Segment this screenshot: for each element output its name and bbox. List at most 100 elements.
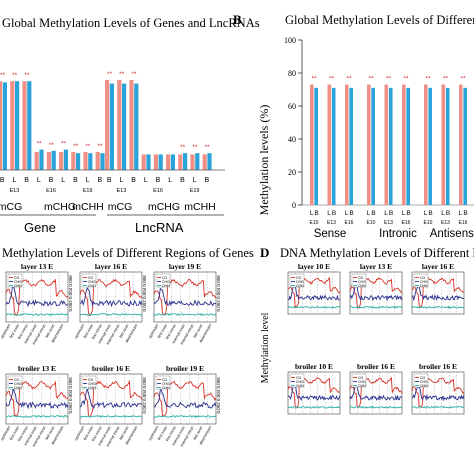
bar <box>22 81 27 170</box>
legend-label: CG <box>296 376 302 380</box>
region-label: first intron <box>17 324 29 340</box>
bar <box>202 154 207 170</box>
bar <box>178 154 183 170</box>
legend-label: CHH <box>358 384 366 388</box>
legend-label: CG <box>88 378 94 382</box>
region-label: upstream <box>0 426 11 442</box>
context-label: mCHG <box>148 201 180 213</box>
legend-label: CHG <box>88 382 96 386</box>
bar-label: L <box>402 210 406 217</box>
legend-label: CHH <box>420 384 428 388</box>
subplot-title: broiler 19 E <box>166 364 204 373</box>
region-label: first intron <box>165 426 177 442</box>
bar-label: B <box>332 210 336 217</box>
bar-label: B <box>107 177 112 184</box>
series-line-chg <box>153 388 217 409</box>
right-tick-label: 0.004 <box>216 389 221 401</box>
legend-label: CHG <box>162 280 170 284</box>
bar <box>459 84 463 205</box>
bar <box>2 82 7 170</box>
region-label: upstream <box>0 324 11 340</box>
subplot-frame <box>411 371 465 415</box>
stage-label: E10 <box>424 220 433 226</box>
bar <box>207 153 212 170</box>
group-label-gene: Gene <box>24 220 56 235</box>
bar <box>349 87 353 205</box>
region-label: first intron <box>165 324 177 340</box>
region-label: first exon <box>9 426 20 441</box>
bar <box>51 150 56 170</box>
panel-a: Global Methylation Levels of Genes and L… <box>0 16 260 235</box>
panel-d-letter: D <box>260 245 269 260</box>
panel-d-title: DNA Methylation Levels of Different Regi… <box>280 246 474 260</box>
legend-label: CG <box>88 276 94 280</box>
subplot-title: broiler 16 E <box>357 362 395 371</box>
bar <box>134 83 139 170</box>
legend-label: CHG <box>358 380 366 384</box>
region-label: last exon <box>45 426 56 441</box>
right-tick-label: 0.004 <box>142 389 147 401</box>
bar <box>76 153 81 170</box>
y-tick-label: 20 <box>288 168 296 177</box>
region-label: upstream <box>74 324 85 340</box>
series-line-chg <box>287 382 341 402</box>
bar-label: L <box>37 177 41 184</box>
legend-label: CHG <box>420 380 428 384</box>
stage-label: E13 <box>327 220 336 226</box>
region-label: last exon <box>119 426 130 441</box>
bar <box>117 80 122 170</box>
bar <box>109 83 114 170</box>
group-label-lncrna: LncRNA <box>135 220 184 235</box>
legend-label: CHH <box>420 284 428 288</box>
bar <box>310 84 314 205</box>
bar <box>345 84 349 205</box>
subplot-frame <box>287 371 341 415</box>
significance-marker: ** <box>12 72 18 79</box>
panel-b-title: Global Methylation Levels of Different R <box>285 13 474 27</box>
bar <box>100 153 105 170</box>
subplot-title: layer 16 E <box>95 262 127 271</box>
bar-label: B <box>428 210 432 217</box>
legend-label: CHG <box>14 382 22 386</box>
panel-b-category-intronic: Intronic <box>379 228 417 240</box>
bar <box>71 152 76 170</box>
series-line-chg <box>349 383 403 401</box>
significance-marker: ** <box>131 71 137 78</box>
bar <box>105 80 110 170</box>
subplot-title: layer 13 E <box>21 262 53 271</box>
bar-label: L <box>144 177 148 184</box>
legend-label: CHH <box>358 284 366 288</box>
context-label: mCHG <box>44 201 76 213</box>
subplot-title: broiler 16 E <box>419 362 457 371</box>
legend-label: CG <box>14 378 20 382</box>
bar <box>39 149 44 170</box>
bar <box>195 153 200 170</box>
subplot-frame <box>411 271 465 315</box>
context-label: mCG <box>108 201 133 213</box>
right-tick-label: 0.006 <box>216 377 221 389</box>
subplot-title: broiler 13 E <box>18 364 56 373</box>
series-line-chg <box>5 285 69 308</box>
right-tick-label: 0.006 <box>68 275 73 287</box>
region-label: first exon <box>157 324 168 339</box>
panel-b-bars: ** ** ** ** ** ** ** ** ** <box>310 76 467 205</box>
legend-label: CG <box>358 276 364 280</box>
right-tick-label: 0.004 <box>68 389 73 401</box>
bar <box>428 87 432 205</box>
significance-marker: ** <box>192 144 198 151</box>
significance-marker: ** <box>329 76 335 83</box>
significance-marker: ** <box>205 144 211 151</box>
series-line-chh <box>79 415 143 419</box>
bar <box>166 154 171 170</box>
right-tick-label: 0.002 <box>216 300 221 312</box>
right-tick-label: 0.002 <box>142 300 147 312</box>
significance-marker: ** <box>460 76 466 83</box>
legend-label: CHG <box>296 280 304 284</box>
